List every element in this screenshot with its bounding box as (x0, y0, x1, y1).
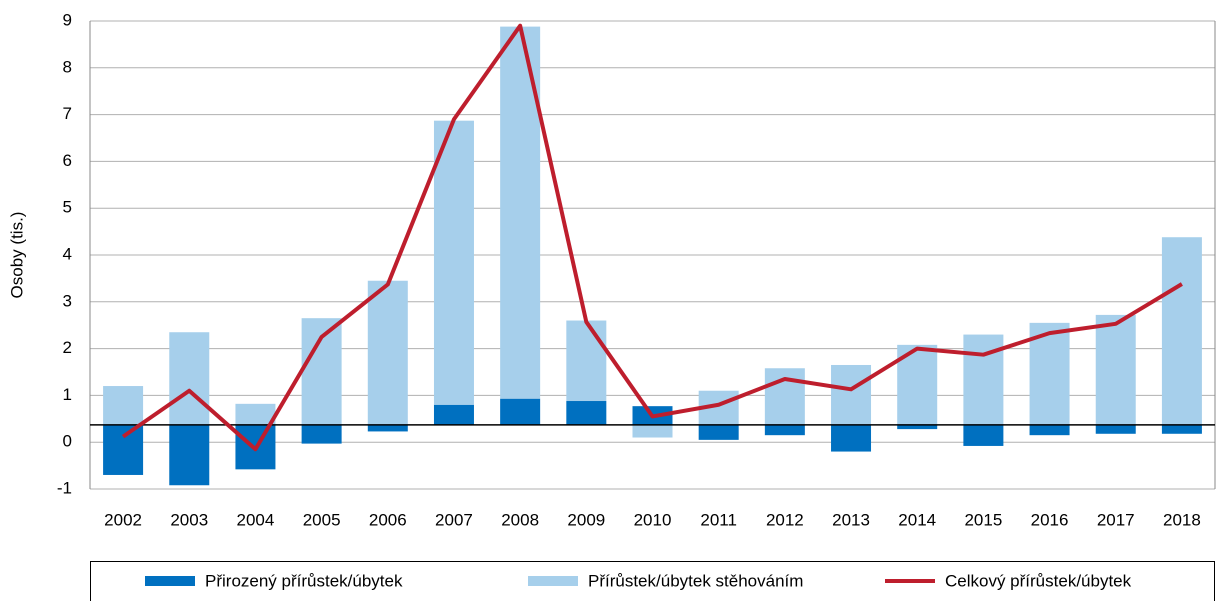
y-tick-label: 5 (63, 198, 72, 217)
legend-label: Přírůstek/úbytek stěhováním (588, 571, 803, 590)
x-tick-label: 2009 (567, 510, 605, 529)
y-tick-label: 0 (63, 432, 72, 451)
x-tick-label: 2016 (1031, 510, 1069, 529)
total-line (121, 23, 1183, 452)
bar (103, 424, 144, 475)
x-tick-label: 2004 (237, 510, 275, 529)
legend-label: Celkový přírůstek/úbytek (945, 571, 1132, 590)
y-tick-label: 6 (63, 151, 72, 170)
y-tick-label: 1 (63, 385, 72, 404)
y-axis-label: Osoby (tis.) (7, 212, 26, 299)
y-tick-label: -1 (57, 478, 72, 497)
bar (1161, 424, 1202, 434)
y-tick-label: 7 (63, 104, 72, 123)
x-tick-label: 2003 (170, 510, 208, 529)
x-tick-label: 2005 (303, 510, 341, 529)
x-tick-label: 2007 (435, 510, 473, 529)
bar (831, 424, 872, 452)
bar (1161, 237, 1202, 425)
bar (235, 403, 276, 425)
y-tick-label: 9 (63, 10, 72, 29)
y-tick-label: 3 (63, 291, 72, 310)
x-tick-label: 2002 (104, 510, 142, 529)
bar (367, 280, 408, 425)
x-tick-label: 2011 (700, 510, 737, 529)
bar (1029, 322, 1070, 425)
x-tick-label: 2013 (832, 510, 870, 529)
bar (1029, 424, 1070, 436)
bar (764, 368, 805, 425)
x-tick-label: 2010 (634, 510, 672, 529)
x-tick-label: 2015 (964, 510, 1002, 529)
bar (1095, 314, 1136, 425)
x-tick-label: 2008 (501, 510, 539, 529)
bar (301, 424, 342, 444)
y-tick-label: 4 (63, 244, 72, 263)
bar (169, 424, 210, 486)
bar (367, 424, 408, 432)
bar (698, 424, 739, 440)
bar (103, 386, 144, 425)
y-tick-label: 8 (63, 57, 72, 76)
legend-swatch (145, 576, 195, 586)
bar (566, 401, 607, 425)
x-tick-label: 2012 (766, 510, 804, 529)
x-tick-label: 2018 (1163, 510, 1201, 529)
legend-frame (90, 561, 1215, 601)
bar (169, 332, 210, 425)
bar (500, 398, 541, 425)
legend-swatch (528, 576, 578, 586)
bar (897, 424, 938, 430)
bar (831, 364, 872, 425)
bar (566, 320, 607, 402)
bar (1095, 424, 1136, 434)
bar (632, 424, 673, 438)
y-tick-label: 2 (63, 338, 72, 357)
bar (963, 424, 1004, 446)
bar (301, 318, 342, 425)
x-tick-label: 2017 (1097, 510, 1135, 529)
x-tick-label: 2006 (369, 510, 407, 529)
bar (764, 424, 805, 436)
bar (433, 120, 474, 405)
legend-label: Přirozený přírůstek/úbytek (205, 571, 403, 590)
x-tick-label: 2014 (898, 510, 936, 529)
bar (433, 404, 474, 425)
